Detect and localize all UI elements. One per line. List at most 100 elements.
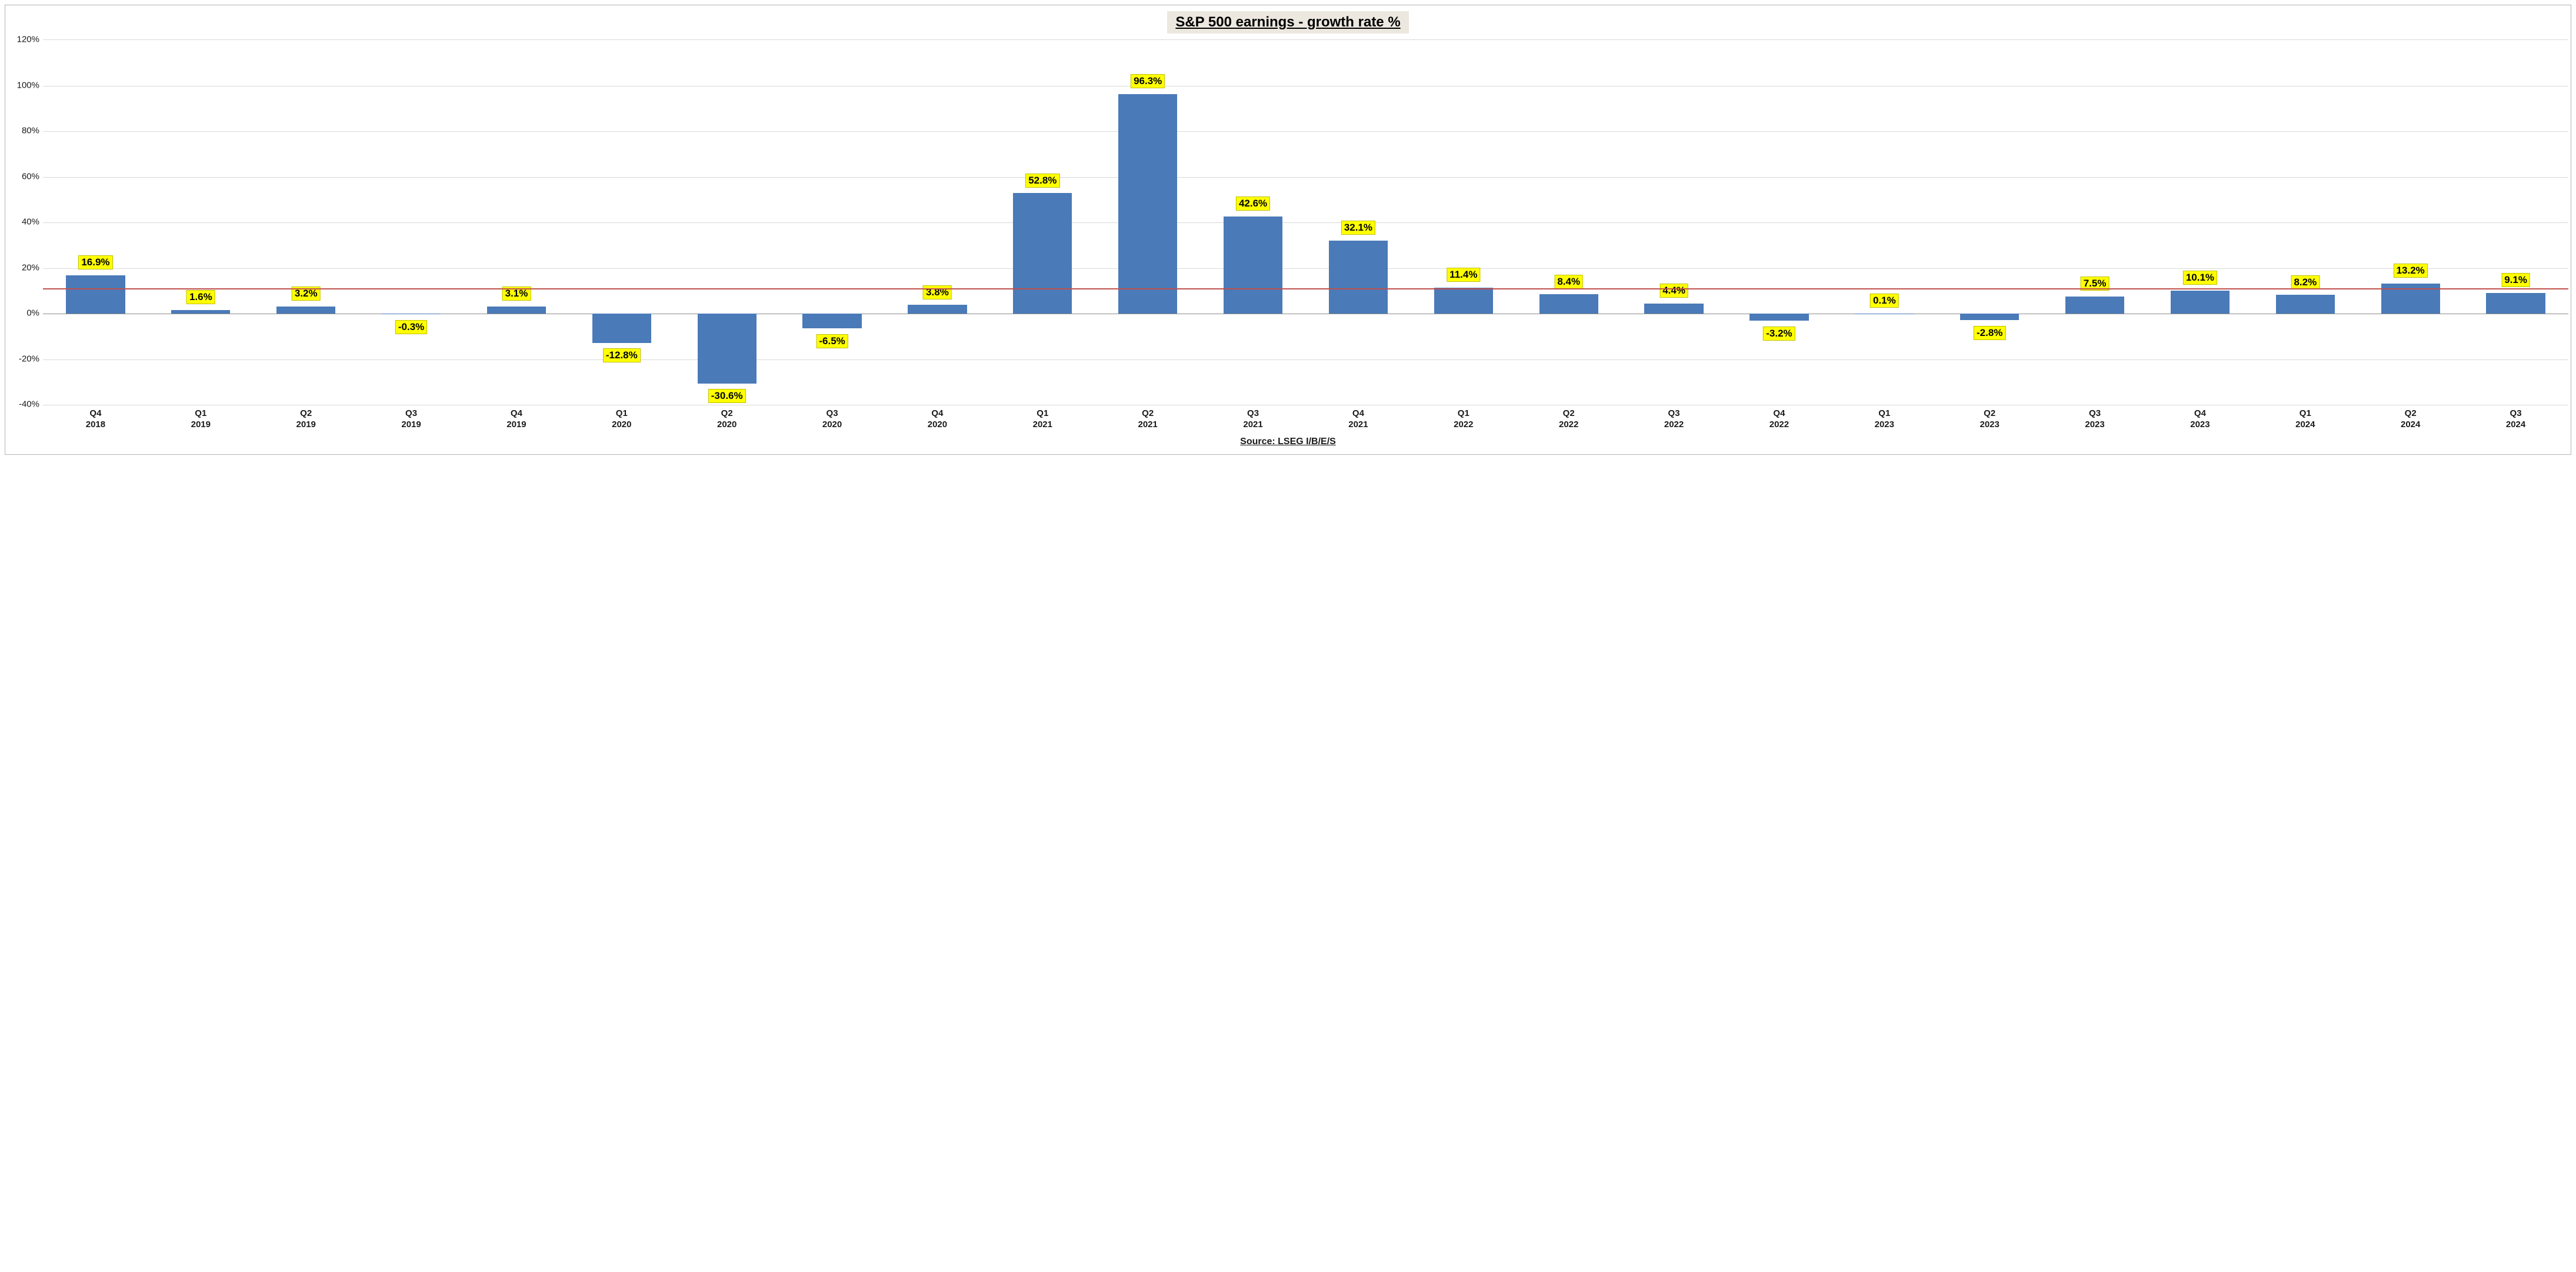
data-label: 0.1%	[1870, 294, 1899, 308]
chart-source: Source: LSEG I/B/E/S	[8, 437, 2568, 447]
y-tick-label: 0%	[26, 308, 39, 318]
x-tick-label: Q12021	[990, 408, 1095, 431]
x-tick-label: Q22021	[1095, 408, 1201, 431]
y-tick-label: -40%	[19, 399, 39, 409]
x-tick-label: Q22020	[674, 408, 779, 431]
y-tick-label: 40%	[22, 217, 39, 227]
data-label: 10.1%	[2183, 271, 2217, 285]
bar-slot: 13.2%	[2358, 40, 2463, 405]
y-tick-label: 120%	[17, 35, 39, 45]
x-tick-label: Q12020	[569, 408, 674, 431]
y-tick-label: 20%	[22, 262, 39, 272]
chart-border: S&P 500 earnings - growth rate % -40% -20…	[5, 5, 2571, 455]
x-tick-label: Q12022	[1411, 408, 1516, 431]
data-label: -0.3%	[395, 320, 427, 334]
bar-slot: 3.2%	[254, 40, 359, 405]
bar	[802, 314, 861, 328]
x-tick-label: Q42019	[464, 408, 569, 431]
y-tick-label: -20%	[19, 354, 39, 364]
data-label: 8.2%	[2291, 275, 2320, 289]
bar-slot: 3.8%	[885, 40, 990, 405]
x-tick-label: Q32022	[1621, 408, 1727, 431]
bar-slot: -12.8%	[569, 40, 674, 405]
plot-column: 16.9% 1.6% 3.2% -0.3% 3.1% -12.8% -30.6% -6.5% 3…	[43, 39, 2568, 431]
data-label: 3.8%	[923, 285, 952, 299]
x-tick-label: Q42018	[43, 408, 148, 431]
data-label: -12.8%	[603, 348, 641, 362]
plot-area: 16.9% 1.6% 3.2% -0.3% 3.1% -12.8% -30.6% -6.5% 3…	[43, 39, 2568, 405]
bar-slot: 16.9%	[43, 40, 148, 405]
bar-slot: -6.5%	[779, 40, 885, 405]
data-label: 52.8%	[1025, 174, 1059, 188]
x-tick-label: Q22023	[1937, 408, 2042, 431]
x-tick-label: Q42021	[1306, 408, 1411, 431]
x-tick-label: Q32023	[2042, 408, 2148, 431]
bar	[592, 314, 651, 343]
bar	[2276, 295, 2335, 314]
bar	[1013, 193, 1072, 314]
x-tick-label: Q12024	[2252, 408, 2358, 431]
bar-slot: 9.1%	[2463, 40, 2568, 405]
x-tick-label: Q42020	[885, 408, 990, 431]
data-label: 42.6%	[1236, 197, 1270, 211]
y-tick-label: 60%	[22, 171, 39, 181]
bar	[908, 305, 967, 314]
x-axis: Q42018Q12019Q22019Q32019Q42019Q12020Q220…	[43, 408, 2568, 431]
y-axis: -40%-20%0%20%40%60%80%100%120%	[8, 39, 43, 404]
bar-slot: 32.1%	[1306, 40, 1411, 405]
bar	[1960, 314, 2019, 320]
bar-slot: 8.2%	[2252, 40, 2358, 405]
bar	[698, 314, 757, 384]
data-label: 4.4%	[1659, 284, 1688, 298]
data-label: 32.1%	[1341, 221, 1375, 235]
bar-slot: 3.1%	[464, 40, 569, 405]
bar	[1329, 241, 1388, 314]
data-label: 16.9%	[78, 255, 112, 269]
plot-row: -40%-20%0%20%40%60%80%100%120% 16.9%1.6%…	[8, 39, 2568, 431]
bar-slot: 11.4%	[1411, 40, 1516, 405]
x-tick-label: Q32019	[359, 408, 464, 431]
bar-slot: -0.3%	[359, 40, 464, 405]
chart-title-wrap: S&P 500 earnings - growth rate %	[8, 11, 2568, 34]
bar	[1118, 94, 1177, 314]
x-tick-label: Q12019	[148, 408, 254, 431]
data-label: 9.1%	[2501, 273, 2530, 287]
x-tick-label: Q22024	[2358, 408, 2463, 431]
bar	[171, 310, 230, 314]
bar-slot: 96.3%	[1095, 40, 1201, 405]
bar-slot: 8.4%	[1516, 40, 1621, 405]
bar	[1749, 314, 1808, 321]
chart-container: S&P 500 earnings - growth rate % -40% -20…	[0, 0, 2576, 459]
data-label: 11.4%	[1447, 268, 1480, 282]
data-label: -6.5%	[816, 334, 848, 348]
x-tick-label: Q42023	[2148, 408, 2253, 431]
data-label: -30.6%	[708, 389, 746, 403]
data-label: 8.4%	[1554, 275, 1583, 289]
x-tick-label: Q32024	[2463, 408, 2568, 431]
bar	[1224, 217, 1282, 314]
data-label: -2.8%	[1974, 326, 2005, 340]
bar	[2486, 293, 2545, 314]
bar	[2065, 297, 2124, 314]
bar	[66, 275, 125, 314]
bar-slot: 10.1%	[2148, 40, 2253, 405]
bar-slot: 4.4%	[1621, 40, 1727, 405]
bar-slot: -3.2%	[1727, 40, 1832, 405]
x-tick-label: Q22019	[254, 408, 359, 431]
bar	[1644, 304, 1703, 314]
average-line	[43, 288, 2568, 289]
bar-slot: 0.1%	[1832, 40, 1937, 405]
bar-slot: -30.6%	[674, 40, 779, 405]
bar-slot: -2.8%	[1937, 40, 2042, 405]
bar	[276, 307, 335, 314]
bar	[2171, 291, 2230, 314]
bars-row: 16.9% 1.6% 3.2% -0.3% 3.1% -12.8% -30.6% -6.5% 3…	[43, 40, 2568, 405]
data-label: 1.6%	[186, 290, 215, 304]
bar	[1539, 294, 1598, 314]
bar-slot: 52.8%	[990, 40, 1095, 405]
x-tick-label: Q32021	[1201, 408, 1306, 431]
bar	[1434, 288, 1493, 314]
y-tick-label: 100%	[17, 80, 39, 90]
bar	[487, 307, 546, 314]
x-tick-label: Q12023	[1832, 408, 1937, 431]
